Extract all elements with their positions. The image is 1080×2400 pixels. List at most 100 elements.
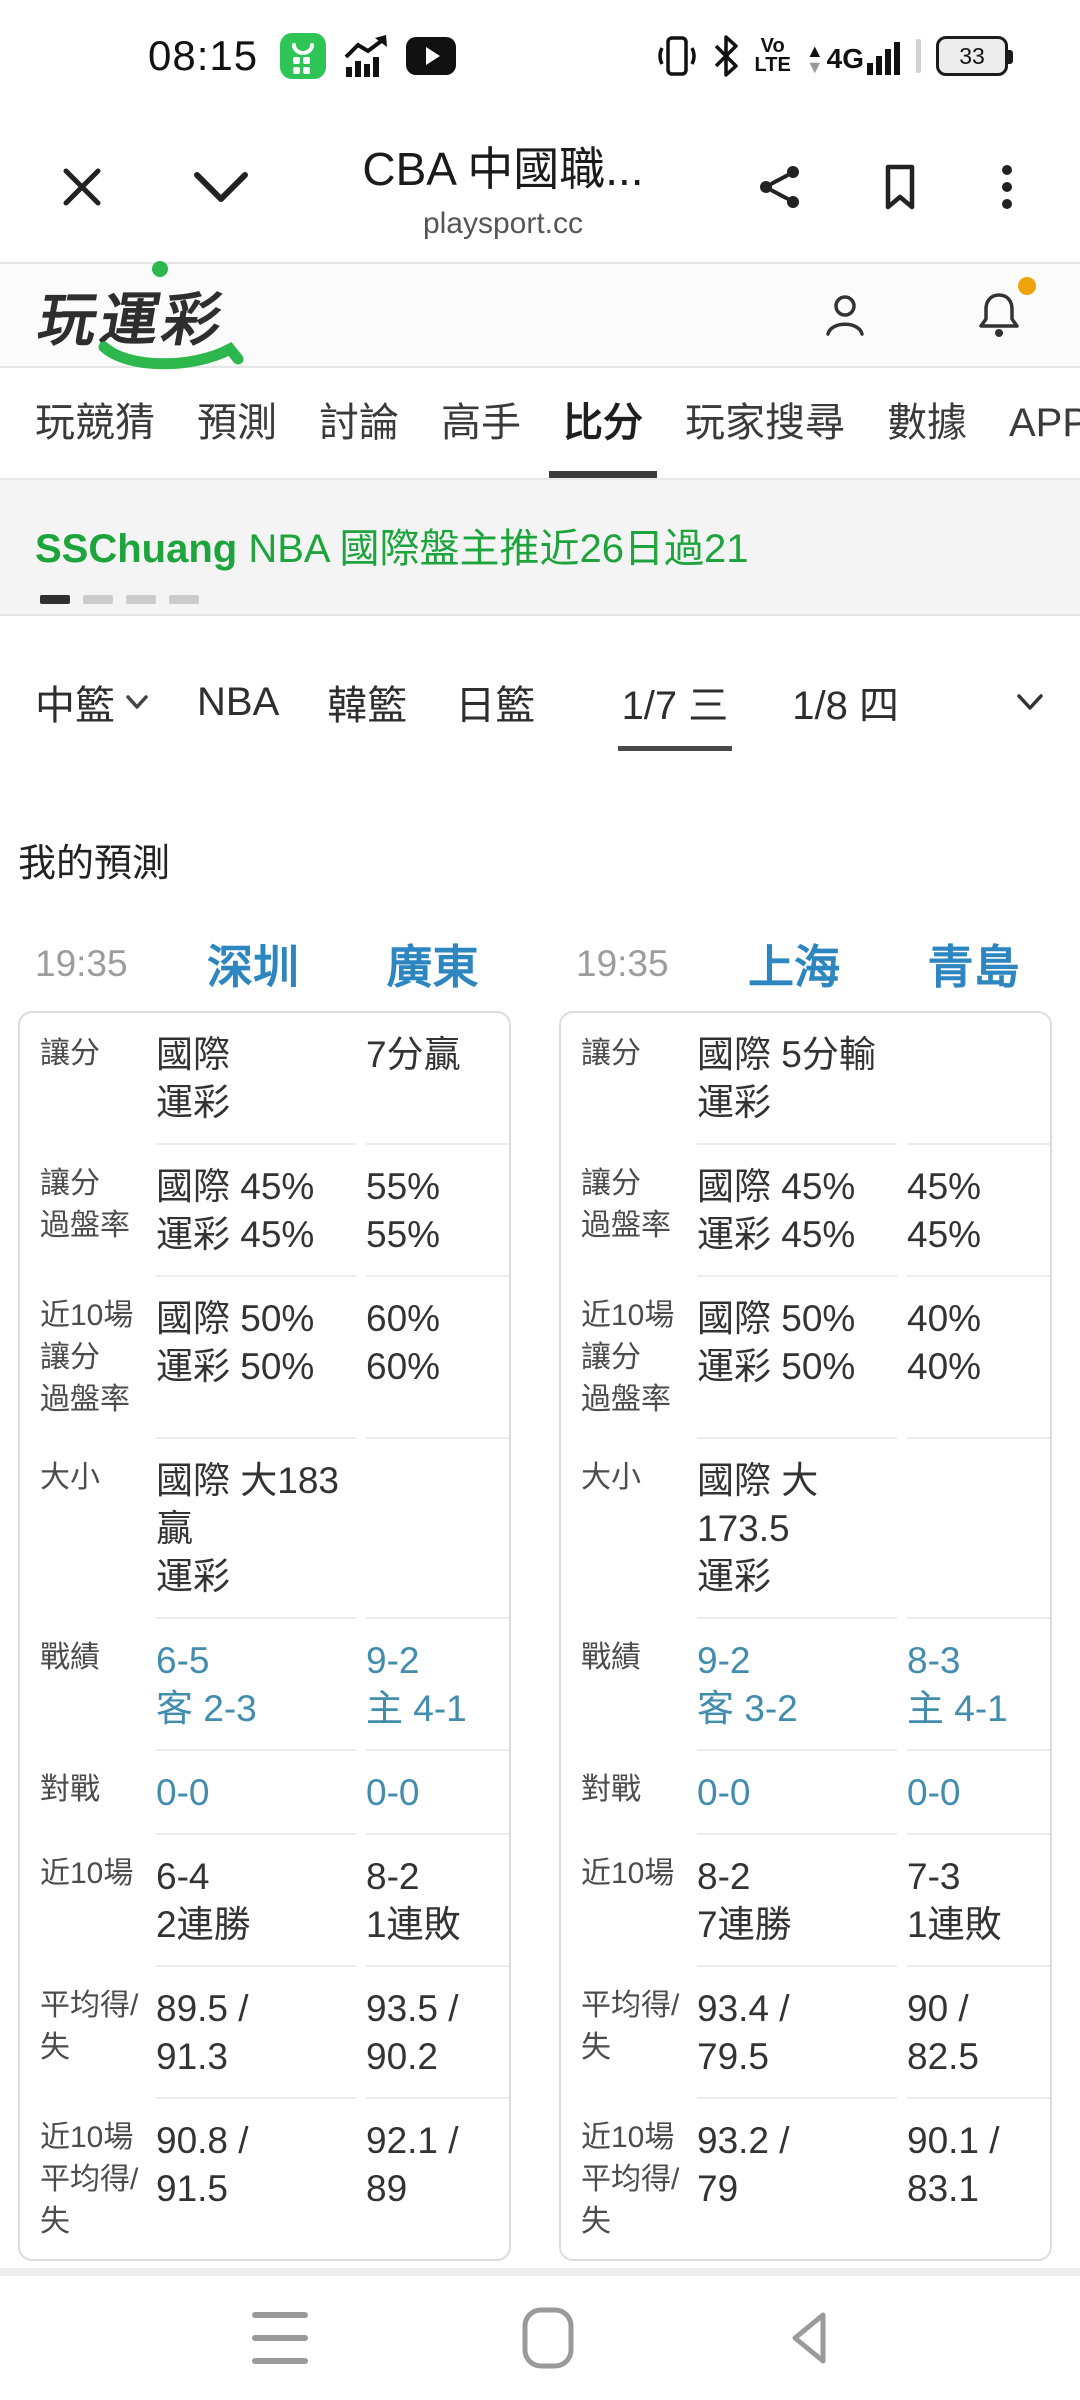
sim2-signal-icon xyxy=(916,39,921,73)
stat-row: 近10場 讓分 過盤率 國際 50% 運彩 50% 60% 60% xyxy=(20,1275,509,1437)
stat-away-value: 國際 5分輸 運彩 xyxy=(697,1034,876,1123)
stat-row: 對戰 0-0 0-0 xyxy=(561,1749,1050,1833)
stat-home-value: 55% 55% xyxy=(366,1143,509,1275)
stat-home-value: 90.1 /83.1 xyxy=(907,2097,1050,2259)
network-signal-icon: ▲ ▼ 4G xyxy=(806,37,901,76)
stat-home-value: 45% 45% xyxy=(907,1143,1050,1275)
stat-home-value: 90 /82.5 xyxy=(907,1965,1050,2097)
back-icon[interactable] xyxy=(788,2310,828,2366)
logo-dot xyxy=(152,261,168,277)
stat-away-value: 89.5 /91.3 xyxy=(156,1965,356,2097)
tab-experts[interactable]: 高手 xyxy=(441,401,521,445)
stat-row: 戰績 6-5 客 2-3 9-2 主 4-1 xyxy=(20,1617,509,1749)
date-tab-jan7[interactable]: 1/7 三 xyxy=(617,673,732,751)
stat-row: 讓分 國際 5分輸 運彩 xyxy=(561,1013,1050,1143)
main-nav-tabs: 玩競猜 預測 討論 高手 比分 玩家搜尋 數據 APP xyxy=(0,368,1080,480)
stat-label: 近10場 讓分 過盤率 xyxy=(581,1299,675,1416)
stat-home-value xyxy=(907,1013,1050,1143)
stat-row: 讓分 過盤率 國際 45% 運彩 45% 55% 55% xyxy=(20,1143,509,1275)
league-jp-basketball[interactable]: 日籃 xyxy=(455,684,536,728)
stat-home-value[interactable]: 0-0 xyxy=(907,1749,1050,1833)
stats-table: 讓分 國際 運彩 7分贏 讓分 過盤率 國際 45% 運彩 45% 55% 55% 近10場 讓分 過盤… xyxy=(18,1011,511,2261)
bookmark-icon[interactable] xyxy=(878,162,922,212)
stat-home-value[interactable]: 8-3 主 4-1 xyxy=(907,1617,1050,1749)
tab-forum[interactable]: 討論 xyxy=(319,401,399,445)
tab-scores[interactable]: 比分 xyxy=(563,368,643,478)
status-bar: 08:15 Vo LTE ▲ ▼ 4G 33 xyxy=(0,0,1080,112)
stat-home-value: 7分贏 xyxy=(366,1034,461,1075)
clock: 08:15 xyxy=(148,32,259,79)
home-team-link[interactable]: 青島 xyxy=(927,941,1020,993)
league-nba[interactable]: NBA xyxy=(197,679,280,724)
stat-away-value: 國際 50% 運彩 50% xyxy=(697,1275,897,1437)
user-icon[interactable] xyxy=(820,290,870,340)
stat-label: 平均得/失 xyxy=(581,1989,680,2064)
stat-away-value: 93.4 /79.5 xyxy=(697,1965,897,2097)
stat-label: 讓分 xyxy=(581,1037,641,1070)
stat-away-value: 國際 大183贏 運彩 xyxy=(156,1437,356,1617)
tab-player-search[interactable]: 玩家搜尋 xyxy=(685,401,845,445)
stat-away-value[interactable]: 9-2 客 3-2 xyxy=(697,1617,897,1749)
away-team-link[interactable]: 上海 xyxy=(748,941,840,993)
android-nav-bar xyxy=(0,2268,1080,2400)
home-icon[interactable] xyxy=(522,2307,574,2369)
stats-app-icon xyxy=(342,33,390,79)
game-card-shenzhen-guangdong: 19:35 深圳 廣東 讓分 國際 運彩 7分贏 讓分 過盤率 國際 45% 運彩 45% 55… xyxy=(18,931,511,2339)
overflow-menu-icon[interactable] xyxy=(1000,162,1014,212)
date-dropdown-chevron-icon[interactable] xyxy=(1015,692,1045,712)
stat-row: 近10場 平均得/失 93.2 /79 90.1 /83.1 xyxy=(561,2097,1050,2259)
league-cn-basketball[interactable]: 中籃 xyxy=(35,673,149,731)
match-time: 19:35 xyxy=(576,943,669,984)
stat-row: 大小 國際 大183贏 運彩 xyxy=(20,1437,509,1617)
stat-label: 大小 xyxy=(40,1461,100,1494)
messenger-app-icon xyxy=(280,33,327,79)
tab-data[interactable]: 數據 xyxy=(887,401,967,445)
tab-playquiz[interactable]: 玩競猜 xyxy=(35,401,155,445)
date-tab-jan8[interactable]: 1/8 四 xyxy=(792,684,899,728)
promo-author: SSChuang xyxy=(35,527,238,571)
stat-home-value xyxy=(366,1437,509,1617)
match-header: 19:35 深圳 廣東 xyxy=(18,931,511,997)
stat-row: 平均得/失 93.4 /79.5 90 /82.5 xyxy=(561,1965,1050,2097)
league-kr-basketball[interactable]: 韓籃 xyxy=(327,684,408,728)
stat-away-value[interactable]: 0-0 xyxy=(156,1749,356,1833)
notifications-bell-icon[interactable] xyxy=(974,277,1036,341)
stat-home-value: 93.5 /90.2 xyxy=(366,1965,509,2097)
stat-label: 戰績 xyxy=(581,1641,641,1674)
browser-toolbar: CBA 中國職... playsport.cc xyxy=(0,112,1080,264)
games-list: 19:35 深圳 廣東 讓分 國際 運彩 7分贏 讓分 過盤率 國際 45% 運彩 45% 55… xyxy=(0,931,1080,2339)
stat-away-value[interactable]: 0-0 xyxy=(697,1749,897,1833)
stat-label: 近10場 平均得/失 xyxy=(581,2121,680,2238)
promo-banner[interactable]: SSChuang NBA 國際盤主推近26日過21 xyxy=(0,480,1080,616)
close-icon[interactable] xyxy=(60,165,104,209)
battery-indicator: 33 xyxy=(936,36,1013,76)
chevron-down-icon xyxy=(126,695,148,709)
tab-app[interactable]: APP xyxy=(1009,401,1080,445)
page-title-block[interactable]: CBA 中國職... playsport.cc xyxy=(250,133,756,241)
logo-swoosh xyxy=(98,339,248,373)
stat-home-value: 40% 40% xyxy=(907,1275,1050,1437)
playsport-logo[interactable]: 玩運彩 xyxy=(33,261,244,370)
stat-row: 對戰 0-0 0-0 xyxy=(20,1749,509,1833)
recents-menu-icon[interactable] xyxy=(252,2312,308,2364)
stat-row: 大小 國際 大173.5 運彩 xyxy=(561,1437,1050,1617)
away-team-link[interactable]: 深圳 xyxy=(207,941,299,993)
stat-away-value: 6-4 2連勝 xyxy=(156,1833,356,1965)
volte-indicator: Vo LTE xyxy=(754,35,791,76)
home-team-link[interactable]: 廣東 xyxy=(386,941,479,993)
stat-row: 近10場 平均得/失 90.8 /91.5 92.1 /89 xyxy=(20,2097,509,2259)
youtube-app-icon xyxy=(406,37,457,75)
share-icon[interactable] xyxy=(756,163,804,211)
stat-home-value[interactable]: 0-0 xyxy=(366,1749,509,1833)
stat-row: 近10場 8-2 7連勝 7-3 1連敗 xyxy=(561,1833,1050,1965)
stat-away-value[interactable]: 6-5 客 2-3 xyxy=(156,1617,356,1749)
stat-home-value[interactable]: 9-2 主 4-1 xyxy=(366,1617,509,1749)
carousel-dot xyxy=(83,595,113,604)
tab-predictions[interactable]: 預測 xyxy=(197,401,277,445)
collapse-chevron-icon[interactable] xyxy=(192,170,250,204)
stat-away-value: 國際 45% 運彩 45% xyxy=(697,1143,897,1275)
stat-label: 近10場 平均得/失 xyxy=(40,2121,139,2238)
system-status-icons: Vo LTE ▲ ▼ 4G 33 xyxy=(657,34,1013,78)
stat-label: 大小 xyxy=(581,1461,641,1494)
stat-row: 近10場 6-4 2連勝 8-2 1連敗 xyxy=(20,1833,509,1965)
